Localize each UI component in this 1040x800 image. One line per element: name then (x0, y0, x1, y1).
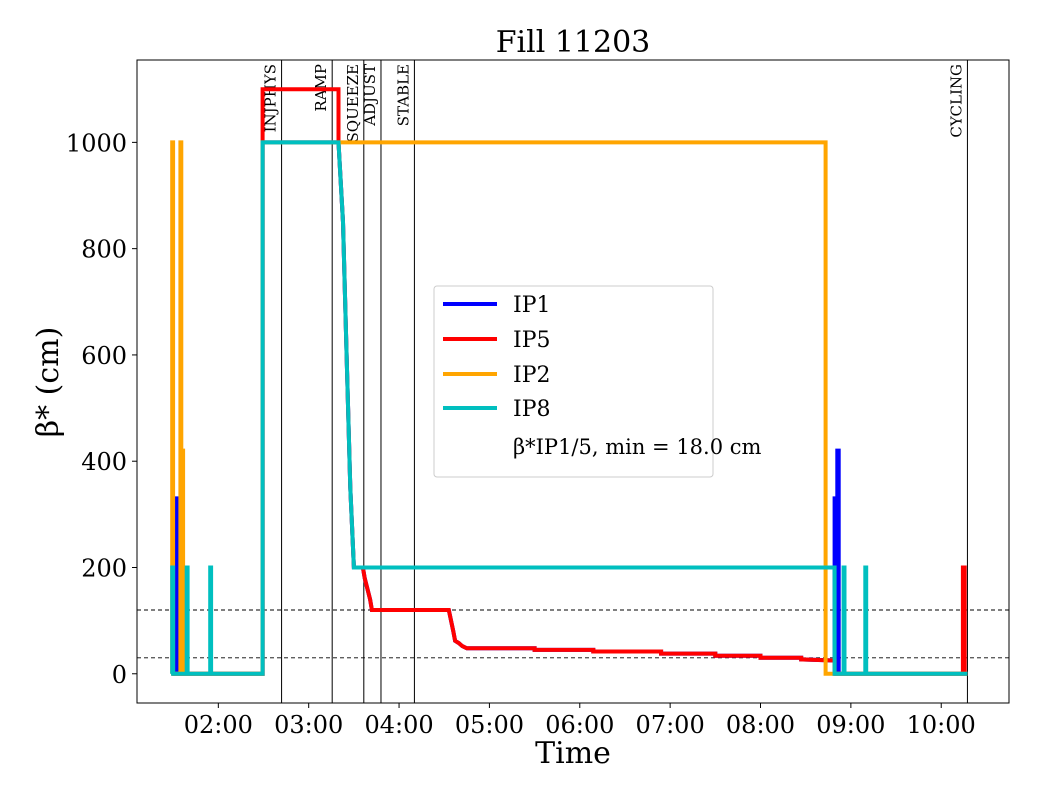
series-line-ip8 (170, 140, 968, 676)
legend-label-ip1: IP1 (513, 293, 551, 318)
x-tick-label-07-00: 07:00 (636, 711, 705, 739)
plot-area: INJPHYS RAMP SQUEEZE ADJUST STABLE CYCLING (137, 60, 1009, 703)
x-tick-label-09-00: 09:00 (816, 711, 885, 739)
y-tick-label-800: 800 (81, 236, 127, 264)
y-tick-label-200: 200 (81, 554, 127, 582)
axes-frame (136, 59, 1010, 704)
phase-label-cycling: CYCLING (947, 64, 965, 138)
phase-label-injphys: INJPHYS (262, 64, 280, 132)
legend-label-ip8: IP8 (513, 397, 551, 422)
phase-label-squeeze: SQUEEZE (344, 64, 362, 143)
x-axis-label: Time (535, 736, 611, 771)
y-tick-label-600: 600 (81, 342, 127, 370)
x-tick-label-03-00: 03:00 (274, 711, 343, 739)
legend-note: β*IP1/5, min = 18.0 cm (513, 435, 762, 459)
phase-label-stable: STABLE (394, 64, 412, 126)
x-tick-label-02-00: 02:00 (184, 711, 253, 739)
y-axis-label: β* (cm) (31, 327, 66, 438)
legend-label-ip5: IP5 (513, 328, 551, 353)
y-tick-label-1000: 1000 (66, 129, 127, 157)
x-tick-label-08-00: 08:00 (726, 711, 795, 739)
phase-label-adjust: ADJUST (361, 64, 379, 127)
y-tick-label-400: 400 (81, 448, 127, 476)
y-tick-label-0: 0 (112, 661, 127, 689)
axis-ticks: 02:00 03:00 04:00 05:00 06:00 07:00 08:00 09:00… (66, 129, 976, 739)
x-tick-label-05-00: 05:00 (455, 711, 524, 739)
legend: IP1 IP5 IP2 IP8 β*IP1/5, min = 18.0 cm (433, 285, 762, 478)
series-line-ip2 (170, 140, 968, 676)
x-tick-label-10-00: 10:00 (907, 711, 976, 739)
chart-title: Fill 11203 (496, 25, 651, 60)
x-tick-label-06-00: 06:00 (545, 711, 614, 739)
legend-box (433, 285, 714, 478)
x-tick-label-04-00: 04:00 (364, 711, 433, 739)
legend-label-ip2: IP2 (513, 363, 551, 388)
